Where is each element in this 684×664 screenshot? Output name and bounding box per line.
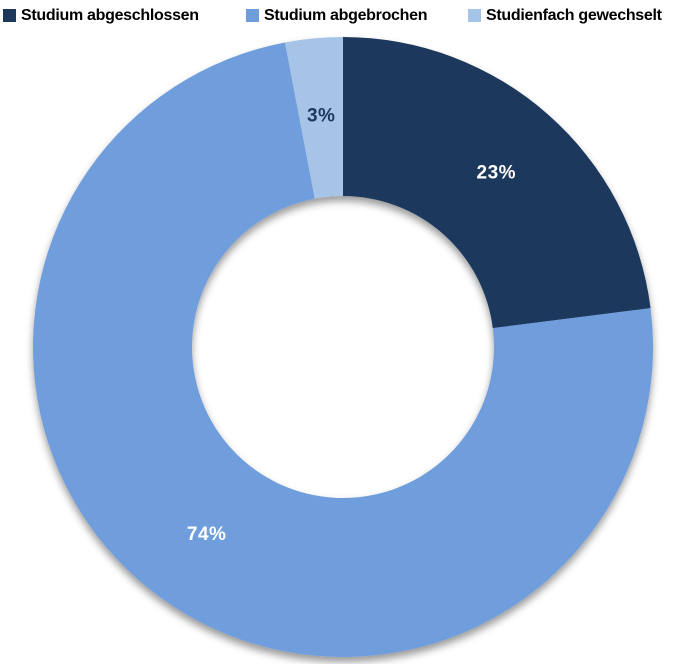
- data-label-studienfach-gewechselt: 3%: [307, 106, 335, 127]
- donut-slice-studienfach-gewechselt: [284, 37, 343, 199]
- data-label-studium-abgeschlossen: 23%: [477, 163, 517, 184]
- donut-slice-studium-abgebrochen: [33, 42, 654, 657]
- legend-label: Studienfach gewechselt: [486, 7, 662, 24]
- legend-item-studienfach-gewechselt: Studienfach gewechselt: [468, 6, 662, 25]
- chart-legend: Studium abgeschlossen Studium abgebrochen…: [0, 0, 684, 30]
- legend-item-studium-abgebrochen: Studium abgebrochen: [246, 6, 428, 25]
- legend-label: Studium abgeschlossen: [21, 7, 199, 24]
- legend-label: Studium abgebrochen: [264, 7, 428, 24]
- data-label-studium-abgebrochen: 74%: [187, 524, 227, 545]
- legend-swatch-icon: [246, 9, 259, 22]
- donut-slice-studium-abgeschlossen: [343, 37, 651, 329]
- legend-swatch-icon: [468, 9, 481, 22]
- donut-slices-group: [33, 37, 654, 657]
- legend-swatch-icon: [3, 9, 16, 22]
- legend-item-studium-abgeschlossen: Studium abgeschlossen: [3, 6, 199, 25]
